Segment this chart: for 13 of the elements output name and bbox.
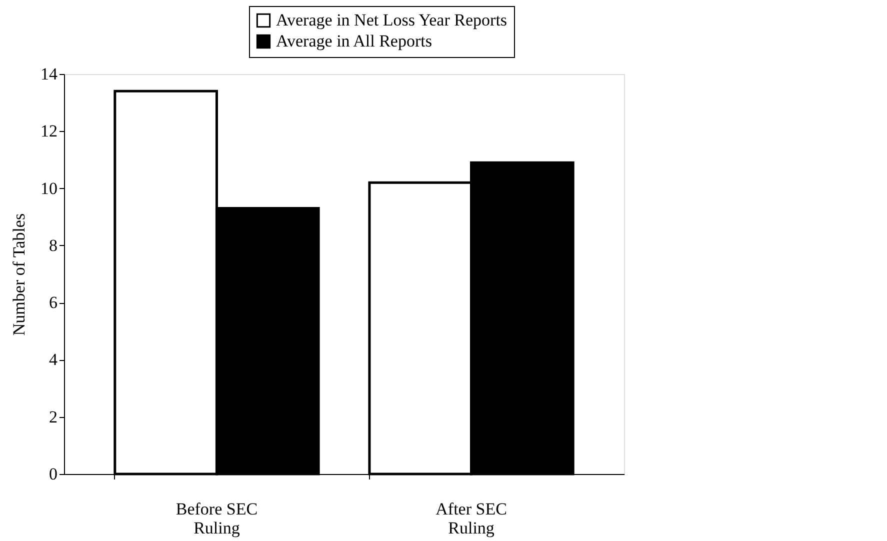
y-tick-label: 8 (49, 236, 58, 255)
y-tick-label: 14 (40, 64, 58, 84)
legend-label: Average in Net Loss Year Reports (276, 10, 508, 30)
x-tick-label: Before SEC Ruling (176, 500, 258, 538)
y-tick-label: 0 (49, 464, 58, 484)
y-tick-label: 10 (40, 178, 58, 198)
x-tick-label: After SEC Ruling (436, 500, 507, 538)
y-tick-label: 12 (40, 122, 58, 141)
y-axis-title: Number of Tables (10, 213, 28, 336)
y-tick-label: 2 (49, 407, 58, 426)
y-tick-label: 6 (49, 293, 58, 312)
y-tick-label: 4 (49, 350, 58, 370)
legend-label: Average in All Reports (276, 32, 432, 50)
